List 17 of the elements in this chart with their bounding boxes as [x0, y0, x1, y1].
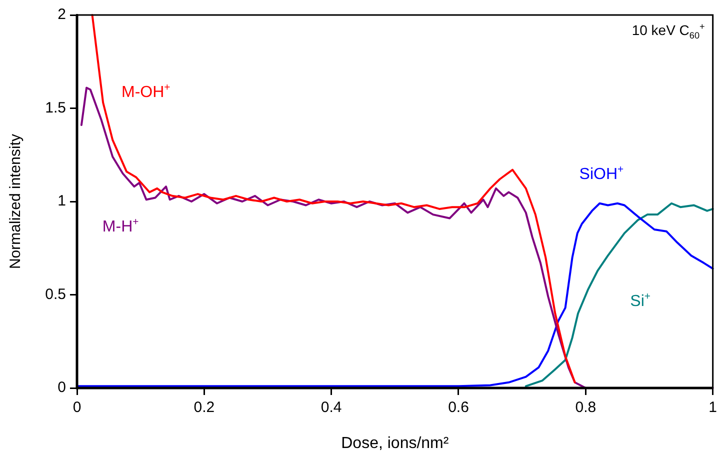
x-tick-label: 0.8	[575, 399, 596, 416]
x-axis-title: Dose, ions/nm²	[341, 435, 450, 452]
x-tick-label: 0.2	[194, 399, 215, 416]
series-label: M-OH+	[122, 82, 170, 102]
y-tick-label: 2	[58, 6, 66, 24]
y-tick-label: 1	[58, 192, 66, 210]
y-tick-label: 0.5	[45, 286, 66, 303]
x-tick-label: 1	[708, 399, 717, 416]
series-label: M-H+	[102, 216, 139, 236]
y-axis-title: Normalized intensity	[7, 133, 24, 270]
y-tick-label: 1.5	[45, 99, 66, 116]
series-label: SiOH+	[579, 164, 624, 184]
x-tick-label: 0.4	[320, 399, 342, 416]
text: Si+	[630, 292, 650, 310]
x-tick-label: 0	[72, 399, 82, 416]
x-tick-label: 0.6	[448, 399, 469, 416]
y-tick-label: 0	[58, 379, 66, 396]
